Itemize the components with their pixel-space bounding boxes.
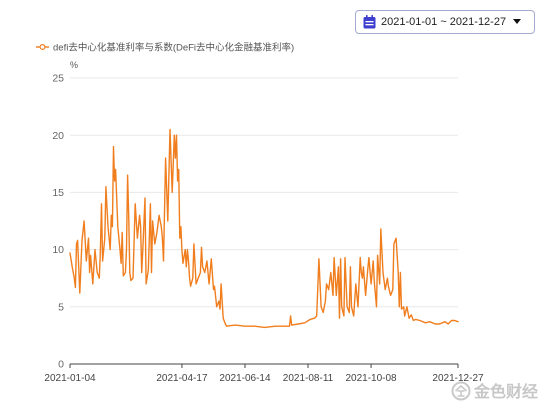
legend-circle-marker [39, 43, 46, 50]
date-range-value: 2021-01-01 ~ 2021-12-27 [381, 16, 507, 28]
date-range-picker[interactable]: 2021-01-01 ~ 2021-12-27 [355, 10, 535, 34]
legend[interactable]: defi去中心化基准利率与系数(DeFi去中心化金融基准利率) [36, 42, 294, 54]
x-tick-label: 2021-04-17 [156, 373, 208, 384]
calendar-icon [363, 15, 376, 29]
watermark: 金色财经 [451, 381, 538, 401]
x-axis: 2021-01-04 2021-04-17 2021-06-14 2021-08-11… [44, 363, 484, 384]
y-tick-label: 15 [52, 187, 64, 199]
x-tick-label: 2021-01-04 [44, 373, 96, 384]
y-tick-label: 10 [52, 244, 64, 256]
x-tick-label: 2021-06-14 [219, 373, 271, 384]
legend-label: defi去中心化基准利率与系数(DeFi去中心化金融基准利率) [53, 42, 294, 54]
watermark-text: 金色财经 [473, 382, 538, 401]
y-tick-label: 5 [58, 301, 64, 313]
y-tick-label: 0 [58, 359, 64, 371]
x-tick-label: 2021-08-11 [283, 373, 334, 384]
x-tick-label: 2021-12-27 [432, 373, 484, 384]
series-line [69, 128, 459, 329]
watermark-logo-icon [451, 381, 471, 401]
y-unit-label: % [70, 60, 78, 70]
y-tick-label: 20 [52, 130, 64, 142]
y-axis: 0 5 10 15 20 25 [52, 73, 64, 371]
y-tick-label: 25 [52, 73, 64, 85]
caret-down-icon[interactable] [513, 19, 521, 24]
x-tick-label: 2021-10-08 [345, 373, 397, 384]
